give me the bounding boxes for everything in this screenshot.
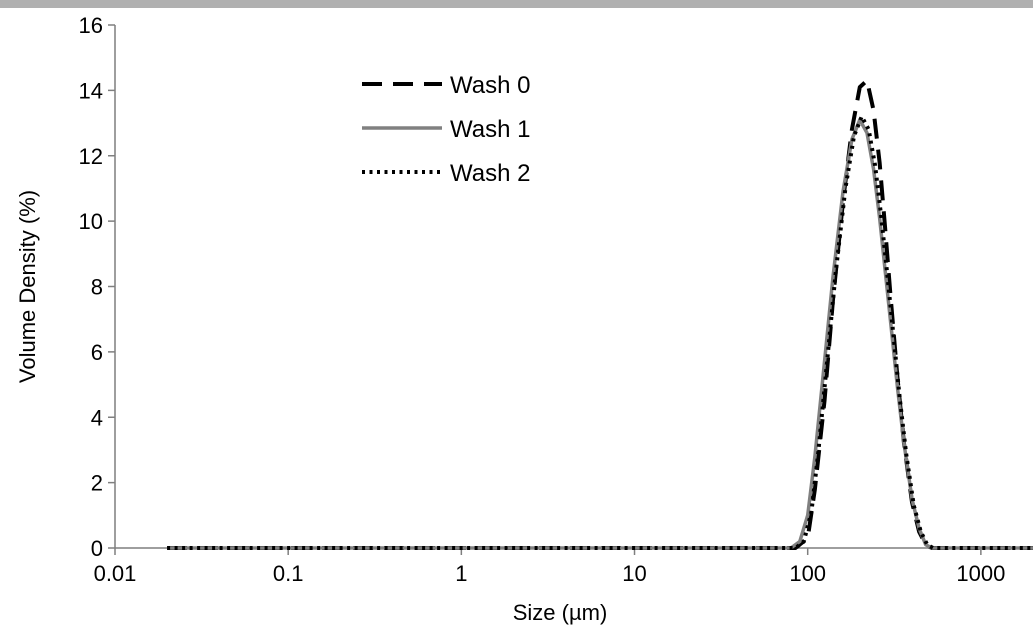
x-axis-ticks: 0.01 0.1 1 10 100 1000 [94,548,1005,586]
y-tick-label: 4 [91,405,103,430]
y-axis-ticks: 0 2 4 6 8 10 12 14 16 [79,13,115,561]
y-tick-label: 6 [91,340,103,365]
y-tick-label: 2 [91,471,103,496]
y-tick-label: 12 [79,144,103,169]
y-tick-label: 10 [79,209,103,234]
legend-label-wash-1: Wash 1 [450,116,530,143]
y-tick-label: 14 [79,78,103,103]
y-tick-label: 0 [91,536,103,561]
x-tick-label: 0.01 [94,561,137,586]
series-lines [167,78,1033,550]
y-axis-title: Volume Density (%) [15,190,40,383]
x-tick-label: 10 [622,561,646,586]
x-tick-label: 100 [789,561,826,586]
series-line-wash-1 [167,118,1033,550]
top-border-band [0,0,1033,8]
x-axis-title: Size (µm) [513,600,608,625]
x-tick-label: 1000 [956,561,1005,586]
y-tick-label: 16 [79,13,103,38]
series-line-wash-0 [167,78,1033,550]
x-tick-label: 1 [455,561,467,586]
y-tick-label: 8 [91,275,103,300]
x-tick-label: 0.1 [273,561,304,586]
legend-label-wash-0: Wash 0 [450,72,530,99]
legend-label-wash-2: Wash 2 [450,160,530,187]
legend: Wash 0 Wash 1 Wash 2 [362,72,530,187]
axes [114,25,1033,549]
series-line-wash-2 [167,114,1033,550]
